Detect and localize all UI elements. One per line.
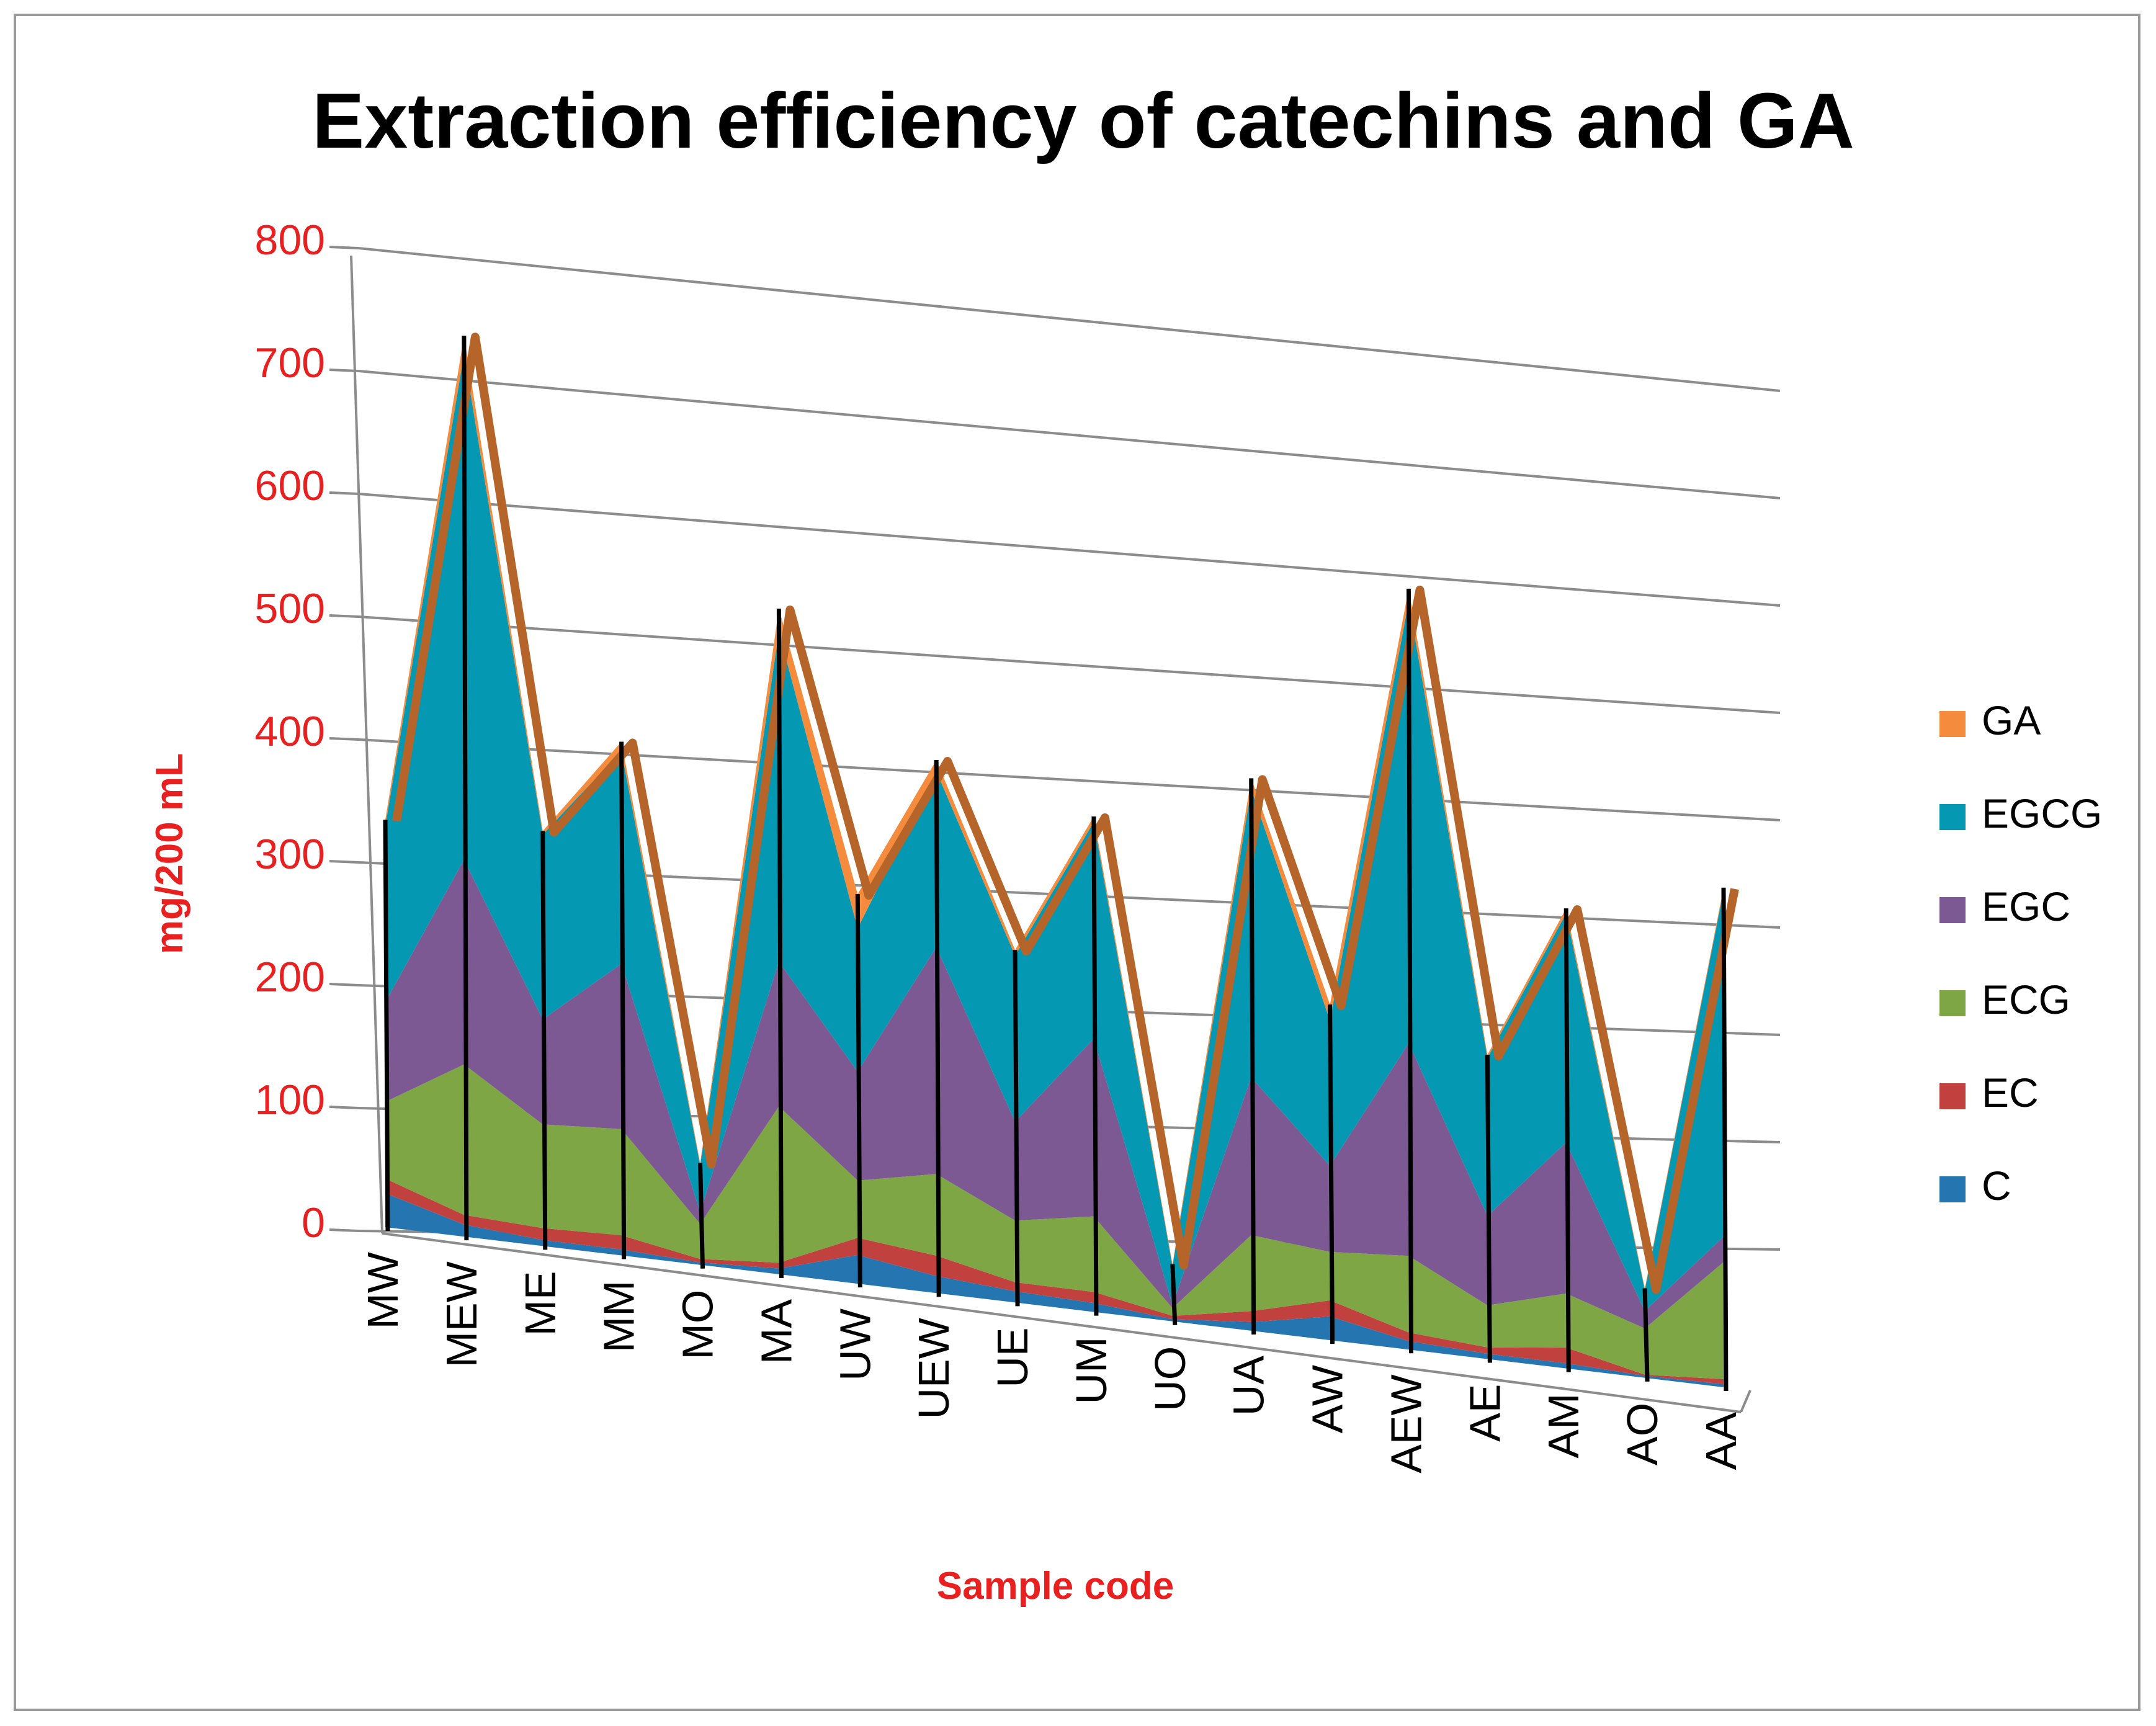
y-tick-label-400: 400	[255, 708, 325, 755]
drop-line-mo	[698, 1163, 705, 1269]
drop-line-um	[1091, 816, 1099, 1316]
x-tick-label-aew: AEW	[1382, 1374, 1431, 1473]
gridline-side-400	[329, 737, 359, 741]
gridline-700	[358, 370, 1781, 499]
wall-left-edge	[350, 255, 383, 1234]
x-tick-label-ao: AO	[1618, 1403, 1666, 1465]
x-tick-label-mew: MEW	[437, 1261, 486, 1367]
y-tick-label-200: 200	[255, 954, 325, 1001]
legend-swatch-egcg	[1939, 804, 1966, 830]
x-tick-label-me: ME	[516, 1271, 565, 1336]
y-tick-label-800: 800	[255, 217, 325, 264]
gridline-side-600	[329, 491, 359, 495]
drop-line-mew	[462, 336, 469, 1241]
x-tick-label-ma: MA	[752, 1299, 800, 1364]
gridline-side-0	[329, 1228, 359, 1232]
drop-line-ae	[1485, 1055, 1492, 1363]
floor-front-edge	[382, 1232, 1742, 1413]
x-tick-label-am: AM	[1539, 1393, 1588, 1459]
x-tick-label-uw: UW	[831, 1308, 879, 1381]
legend-swatch-ec	[1939, 1083, 1966, 1109]
legend-label-c: C	[1982, 1163, 2011, 1209]
x-tick-label-aw: AW	[1304, 1365, 1352, 1433]
x-tick-labels: MW MEW ME MM MO MA UW UEW UE UM UO UA AW AEW AE AM AO AA	[359, 1252, 1745, 1473]
y-tick-label-100: 100	[255, 1076, 325, 1124]
x-tick-label-mm: MM	[595, 1281, 643, 1353]
chart-frame: Extraction efficiency of catechins and G…	[14, 14, 2140, 1711]
area-series-ecg	[385, 1064, 1724, 1379]
x-tick-label-ue: UE	[988, 1327, 1037, 1387]
gridline-side-200	[329, 983, 359, 986]
drop-line-uew	[934, 759, 941, 1297]
area-series-egc	[385, 859, 1724, 1329]
y-tick-label-600: 600	[255, 462, 325, 509]
legend-swatch-ecg	[1939, 990, 1966, 1016]
y-tick-label-700: 700	[255, 339, 325, 387]
gridline-side-500	[329, 614, 359, 618]
y-tick-label-300: 300	[255, 831, 325, 878]
gridline-500	[358, 615, 1781, 714]
legend-swatch-c	[1939, 1176, 1966, 1202]
gridline-side-300	[329, 860, 359, 864]
drop-line-uo	[1170, 1264, 1178, 1325]
drop-lines	[383, 336, 1729, 1392]
legend-label-egc: EGC	[1982, 883, 2070, 929]
legend-label-ec: EC	[1982, 1070, 2039, 1116]
data-areas	[385, 333, 1739, 1387]
x-axis-title: Sample code	[937, 1565, 1174, 1608]
y-tick-labels: 0 100 200 300 400 500 600 700 800	[255, 217, 325, 1246]
drop-line-aw	[1328, 1004, 1335, 1344]
legend-swatch-egc	[1939, 897, 1966, 923]
y-tick-label-0: 0	[302, 1199, 325, 1246]
gridline-side-800	[329, 246, 359, 249]
drop-line-ao	[1642, 1288, 1650, 1382]
drop-line-aew	[1406, 588, 1413, 1354]
drop-line-ua	[1249, 778, 1256, 1335]
drop-line-aa	[1721, 887, 1729, 1392]
legend: GA EGCG EGC ECG EC C	[1939, 697, 2102, 1209]
x-tick-label-um: UM	[1067, 1337, 1116, 1405]
legend-swatch-ga	[1939, 711, 1966, 737]
drop-line-mm	[619, 741, 627, 1259]
legend-label-ecg: ECG	[1982, 977, 2070, 1022]
gridline-side-100	[329, 1106, 359, 1109]
drop-line-mw	[383, 820, 390, 1232]
x-tick-label-mo: MO	[674, 1290, 722, 1360]
x-tick-label-uew: UEW	[910, 1318, 958, 1419]
x-tick-label-ua: UA	[1225, 1356, 1273, 1416]
area-series-c	[385, 1193, 1724, 1387]
drop-line-ue	[1013, 950, 1020, 1307]
area-series-ec	[385, 1178, 1724, 1385]
x-tick-label-ae: AE	[1460, 1384, 1509, 1442]
chart-svg: Extraction efficiency of catechins and G…	[148, 77, 2102, 1608]
drop-line-me	[540, 831, 548, 1250]
area-series-egcg	[385, 354, 1724, 1311]
axis-walls	[350, 255, 1751, 1413]
gridline-400	[358, 738, 1781, 821]
gridline-600	[358, 493, 1781, 607]
drop-line-uw	[855, 894, 862, 1288]
drop-line-am	[1563, 908, 1571, 1372]
x-tick-label-aa: AA	[1697, 1412, 1745, 1470]
legend-label-ga: GA	[1982, 697, 2041, 743]
gridline-800	[358, 247, 1781, 392]
y-axis-title: mg/200 mL	[148, 753, 191, 954]
legend-label-egcg: EGCG	[1982, 790, 2102, 836]
floor-right-edge	[1740, 1390, 1751, 1413]
y-tick-label-500: 500	[255, 585, 325, 632]
x-tick-label-uo: UO	[1146, 1346, 1194, 1411]
x-tick-label-mw: MW	[359, 1252, 407, 1329]
chart-title: Extraction efficiency of catechins and G…	[312, 77, 1854, 164]
drop-line-ma	[776, 608, 784, 1278]
